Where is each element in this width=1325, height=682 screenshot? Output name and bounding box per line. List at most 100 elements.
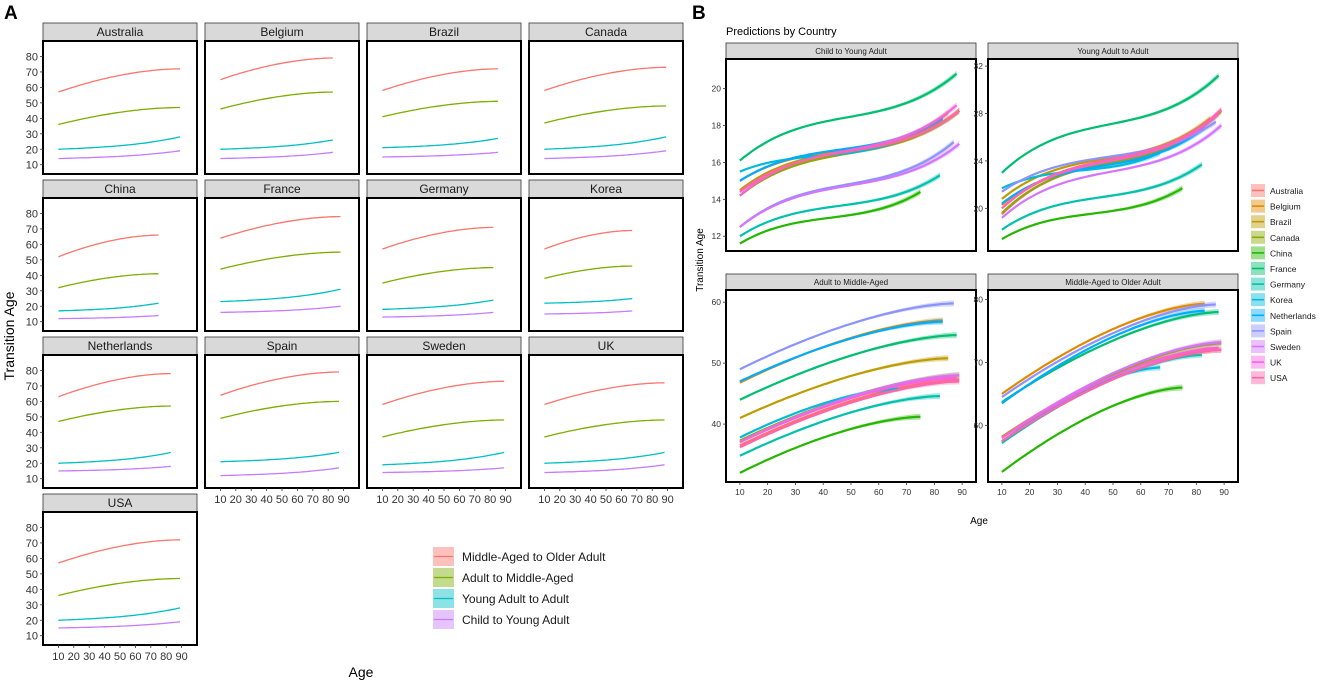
y-tick-label: 70: [974, 357, 984, 367]
x-tick-label: 50: [276, 494, 288, 506]
y-tick-label: 80: [26, 365, 38, 377]
legend-label: Child to Young Adult: [462, 613, 570, 627]
facet-title: Sweden: [422, 339, 465, 353]
facet-belgium: Belgium: [204, 22, 360, 175]
x-tick-label: 20: [1025, 487, 1035, 497]
ribbon-spain: [739, 300, 954, 370]
y-tick-label: 40: [26, 270, 38, 282]
y-tick-label: 12: [712, 231, 722, 241]
facet-plot-area: [528, 40, 684, 175]
line-young-adult-to-adult: [544, 297, 633, 304]
line-netherlands: [739, 320, 943, 383]
y-tick-label: 30: [26, 600, 38, 612]
x-tick-label: 80: [646, 494, 658, 506]
legend-label: Middle-Aged to Older Adult: [462, 550, 606, 564]
x-tick-label: 70: [145, 651, 157, 663]
x-tick-label: 60: [453, 494, 465, 506]
ribbon-usa: [739, 378, 960, 448]
y-tick-label: 24: [974, 156, 984, 166]
line-france: [1001, 74, 1220, 174]
facet-title: Child to Young Adult: [815, 47, 887, 56]
y-tick-label: 50: [26, 412, 38, 424]
x-tick-label: 10: [538, 494, 550, 506]
legend-label: Spain: [1270, 326, 1292, 336]
y-tick-label: 20: [26, 458, 38, 470]
x-tick-label: 30: [83, 651, 95, 663]
x-tick-label: 60: [129, 651, 141, 663]
line-china: [739, 415, 921, 474]
x-tick-label: 90: [499, 494, 511, 506]
y-tick-label: 16: [712, 157, 722, 167]
line-uk: [1001, 346, 1219, 439]
line-young-adult-to-adult: [220, 451, 340, 463]
line-adult-to-middle-aged: [58, 577, 181, 597]
y-tick-label: 80: [26, 522, 38, 534]
facet-plot-area: [366, 197, 522, 332]
panel-letter: A: [4, 3, 18, 24]
facet-uk: UK 10 20 30 40 50 60 70 80 90: [528, 336, 684, 506]
legend-label: Netherlands: [1270, 311, 1316, 321]
line-france: [739, 72, 958, 162]
line-adult-to-middle-aged: [544, 419, 665, 438]
y-tick-label: 50: [26, 255, 38, 267]
y-tick-label: 60: [974, 420, 984, 430]
facet-plot-area: [366, 40, 522, 175]
x-tick-label: 10: [214, 494, 226, 506]
x-tick-label: 60: [1136, 487, 1146, 497]
line-china: [739, 190, 921, 245]
line-spain: [739, 302, 954, 371]
facet-title: Netherlands: [88, 339, 153, 353]
line-sweden: [739, 143, 960, 228]
panel-b: B Predictions by Country Child to Young Ad…: [692, 3, 1316, 527]
y-tick-label: 40: [712, 419, 722, 429]
line-child-to-young-adult: [58, 621, 181, 629]
ribbon-china: [739, 413, 921, 474]
y-tick-label: 28: [974, 109, 984, 119]
line-adult-to-middle-aged: [220, 251, 341, 270]
legend-label: Sweden: [1270, 342, 1301, 352]
line-australia: [739, 378, 960, 447]
line-middle-aged-to-older-adult: [382, 68, 498, 92]
y-tick-label: 70: [26, 538, 38, 550]
line-child-to-young-adult: [544, 310, 633, 315]
facet-korea: Korea: [528, 179, 684, 332]
facet-title: Canada: [585, 25, 627, 39]
line-young-adult-to-adult: [544, 136, 667, 150]
line-child-to-young-adult: [58, 314, 159, 320]
line-belgium: [1001, 302, 1205, 395]
x-tick-label: 20: [68, 651, 80, 663]
legend-label: Belgium: [1270, 202, 1301, 212]
y-tick-label: 10: [26, 160, 38, 172]
line-uk: [739, 376, 957, 444]
x-tick-label: 70: [1164, 487, 1174, 497]
y-tick-label: 50: [26, 98, 38, 110]
panel-letter: B: [692, 3, 706, 24]
facet-title: China: [104, 182, 136, 196]
line-adult-to-middle-aged: [58, 106, 181, 126]
y-tick-label: 80: [974, 294, 984, 304]
y-tick-label: 40: [26, 584, 38, 596]
facet-china: China 10 20 30 40 50 60 70 80: [26, 179, 198, 332]
line-young-adult-to-adult: [58, 607, 181, 621]
legend-label: Brazil: [1270, 217, 1291, 227]
facet-title: Australia: [97, 25, 144, 39]
y-tick-label: 80: [26, 208, 38, 220]
legend-label: Young Adult to Adult: [462, 592, 570, 606]
facet-australia: Australia 10 20 30 40 50 60 70 80: [26, 22, 198, 175]
y-axis-title: Transition Age: [1, 291, 17, 380]
line-child-to-young-adult: [220, 305, 341, 314]
line-middle-aged-to-older-adult: [220, 57, 333, 81]
line-middle-aged-to-older-adult: [58, 539, 181, 564]
y-tick-label: 60: [26, 396, 38, 408]
facet-plot-area: [204, 197, 360, 332]
legend-label: UK: [1270, 358, 1282, 368]
x-tick-label: 10: [735, 487, 745, 497]
line-usa: [739, 380, 960, 449]
facet-plot-area: [987, 289, 1239, 483]
legend-label: Korea: [1270, 295, 1293, 305]
line-netherlands: [1001, 309, 1205, 405]
y-tick-label: 60: [712, 297, 722, 307]
x-tick-label: 40: [584, 494, 596, 506]
